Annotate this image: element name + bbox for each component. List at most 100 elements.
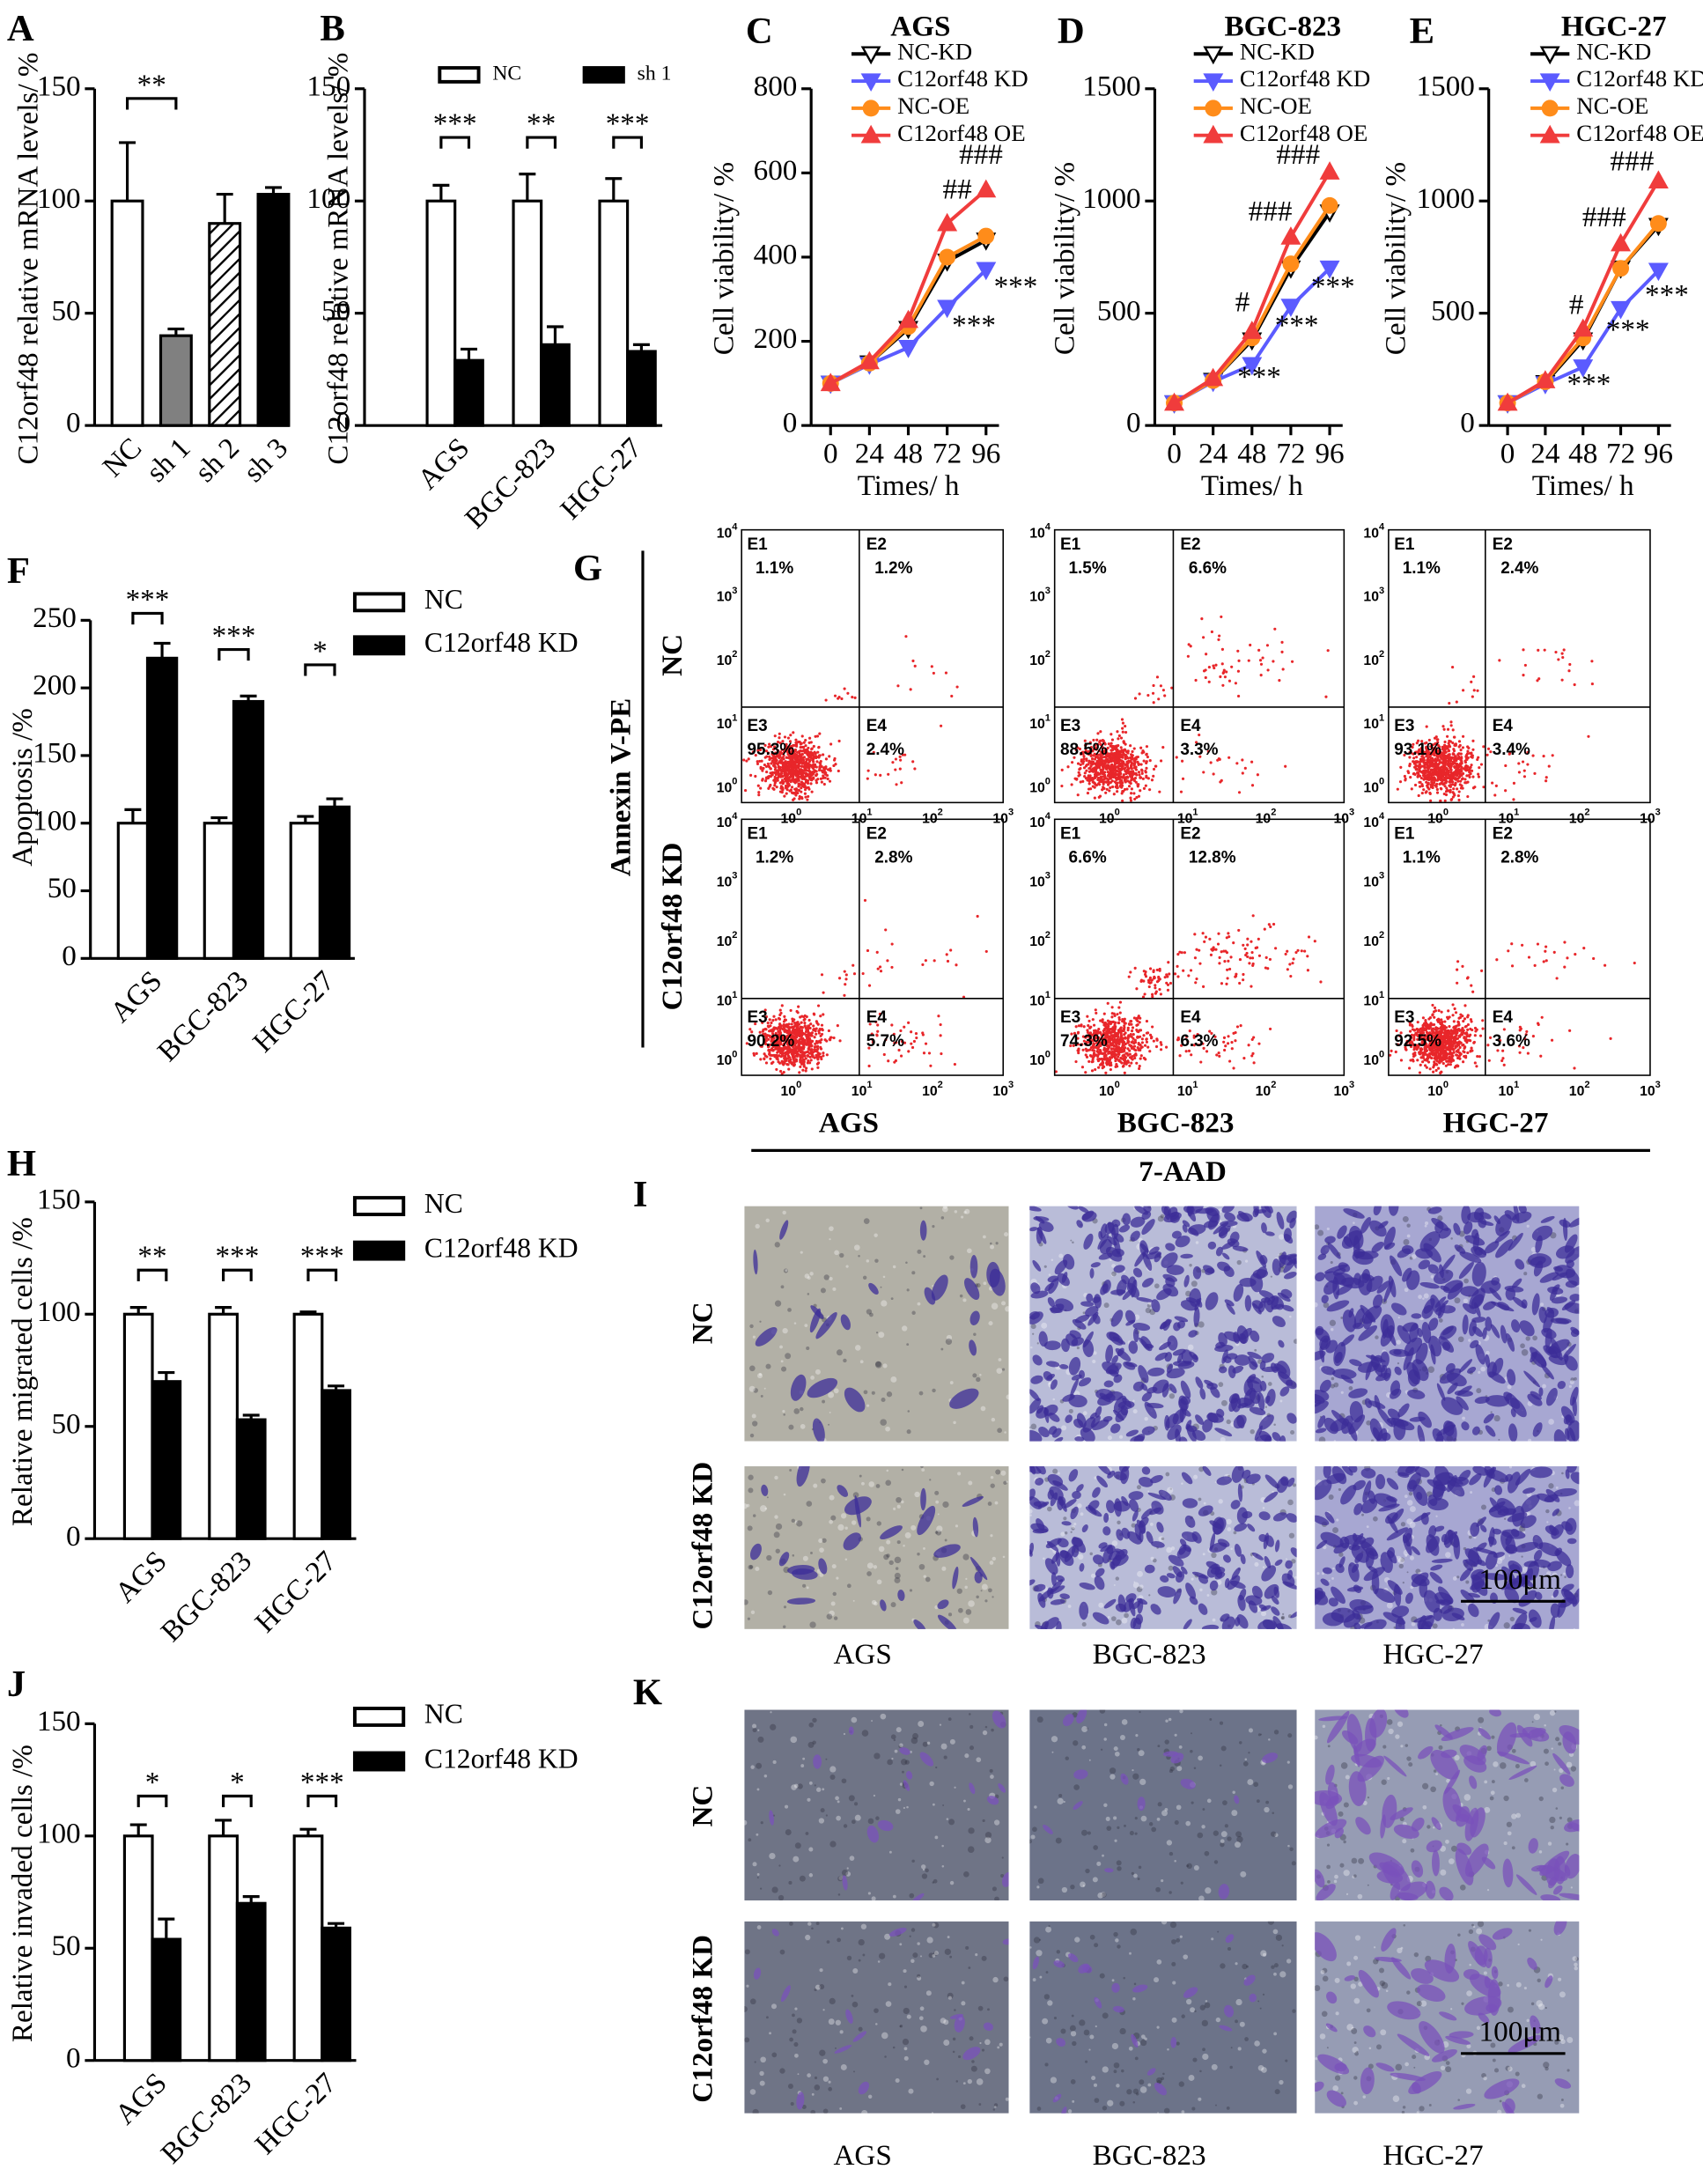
event-dot: [796, 1055, 799, 1058]
event-dot: [1124, 743, 1127, 746]
legend-label: NC-KD: [1576, 38, 1651, 64]
event-dot: [1545, 776, 1548, 778]
event-dot: [1141, 1041, 1144, 1044]
event-dot: [1422, 765, 1425, 768]
event-dot: [844, 688, 846, 690]
y-tick-label: 1500: [1082, 70, 1140, 102]
column-label: BGC-823: [1117, 1107, 1235, 1140]
event-dot: [1223, 1049, 1226, 1051]
bar: [628, 351, 656, 425]
event-dot: [791, 792, 793, 794]
event-dot: [1438, 772, 1441, 775]
event-dot: [788, 768, 791, 771]
y-tick-label: 0: [66, 2041, 81, 2074]
event-dot: [866, 778, 869, 780]
event-dot: [1134, 967, 1137, 970]
event-dot: [1218, 1051, 1220, 1054]
event-dot: [1133, 798, 1136, 801]
event-dot: [1445, 751, 1448, 754]
event-dot: [1294, 951, 1297, 954]
event-dot: [797, 775, 800, 778]
event-dot: [1153, 976, 1155, 978]
event-dot: [1124, 1059, 1126, 1061]
event-dot: [771, 1019, 774, 1022]
event-dot: [1446, 745, 1449, 748]
event-dot: [1153, 701, 1155, 704]
event-dot: [800, 786, 802, 789]
event-dot: [1452, 787, 1455, 790]
bar: [513, 201, 542, 425]
event-dot: [1285, 953, 1287, 956]
event-dot: [1537, 649, 1539, 652]
event-dot: [1453, 765, 1456, 768]
event-dot: [1427, 783, 1429, 786]
event-dot: [787, 1063, 790, 1066]
event-dot: [1092, 1056, 1095, 1059]
event-dot: [1146, 1046, 1149, 1049]
event-dot: [1417, 1021, 1419, 1023]
y-tick-label: 0: [66, 1520, 81, 1553]
event-dot: [794, 744, 797, 747]
event-dot: [1116, 730, 1118, 733]
event-dot: [1154, 765, 1157, 768]
legend-swatch: [355, 1243, 403, 1259]
event-dot: [1157, 697, 1160, 700]
event-dot: [1152, 970, 1154, 973]
event-dot: [1414, 773, 1417, 776]
event-dot: [1099, 1064, 1102, 1066]
marker: [1322, 197, 1338, 214]
tick-exponent: 3: [732, 871, 737, 882]
event-dot: [1227, 756, 1230, 759]
event-dot: [1214, 664, 1217, 667]
event-dot: [802, 759, 805, 762]
quadrant-percent: 93.1%: [1394, 741, 1441, 759]
event-dot: [1095, 1008, 1097, 1011]
event-dot: [950, 695, 953, 697]
event-dot: [1219, 758, 1221, 761]
event-dot: [791, 1051, 793, 1054]
event-dot: [1113, 1048, 1116, 1051]
event-dot: [1155, 1045, 1158, 1048]
event-dot: [1118, 1048, 1121, 1051]
tick-exponent: 0: [796, 1080, 801, 1090]
event-dot: [789, 776, 792, 778]
event-dot: [1198, 949, 1200, 952]
event-dot: [809, 1049, 812, 1051]
event-dot: [867, 1065, 870, 1067]
event-dot: [1094, 776, 1096, 778]
event-dot: [1146, 753, 1148, 756]
event-dot: [815, 1045, 817, 1048]
event-dot: [915, 1037, 918, 1039]
event-dot: [1152, 775, 1154, 778]
event-dot: [1454, 777, 1456, 779]
y-tick-label: 400: [754, 239, 798, 271]
event-dot: [1248, 1044, 1250, 1046]
event-dot: [1106, 788, 1109, 791]
event-dot: [1440, 787, 1442, 790]
significance-label: ###: [1276, 138, 1320, 171]
event-dot: [819, 1052, 822, 1055]
event-dot: [752, 1052, 755, 1055]
tick-exponent: 0: [1115, 807, 1120, 817]
event-dot: [1128, 785, 1131, 787]
event-dot: [1445, 786, 1448, 789]
event-dot: [818, 1032, 821, 1035]
event-dot: [769, 767, 771, 770]
quadrant-percent: 2.8%: [874, 849, 912, 867]
event-dot: [1092, 760, 1095, 763]
event-dot: [804, 744, 807, 747]
event-dot: [1130, 753, 1132, 756]
event-dot: [1117, 1042, 1119, 1044]
event-dot: [1220, 950, 1223, 953]
event-dot: [770, 1022, 772, 1024]
event-dot: [822, 1013, 824, 1015]
event-dot: [1124, 1055, 1126, 1058]
event-dot: [1420, 783, 1423, 786]
event-dot: [1219, 956, 1221, 959]
event-dot: [1458, 776, 1461, 778]
event-dot: [816, 1063, 819, 1066]
tick-exponent: 4: [732, 521, 738, 532]
event-dot: [778, 1054, 780, 1057]
event-dot: [784, 735, 786, 738]
event-dot: [1105, 1062, 1108, 1065]
